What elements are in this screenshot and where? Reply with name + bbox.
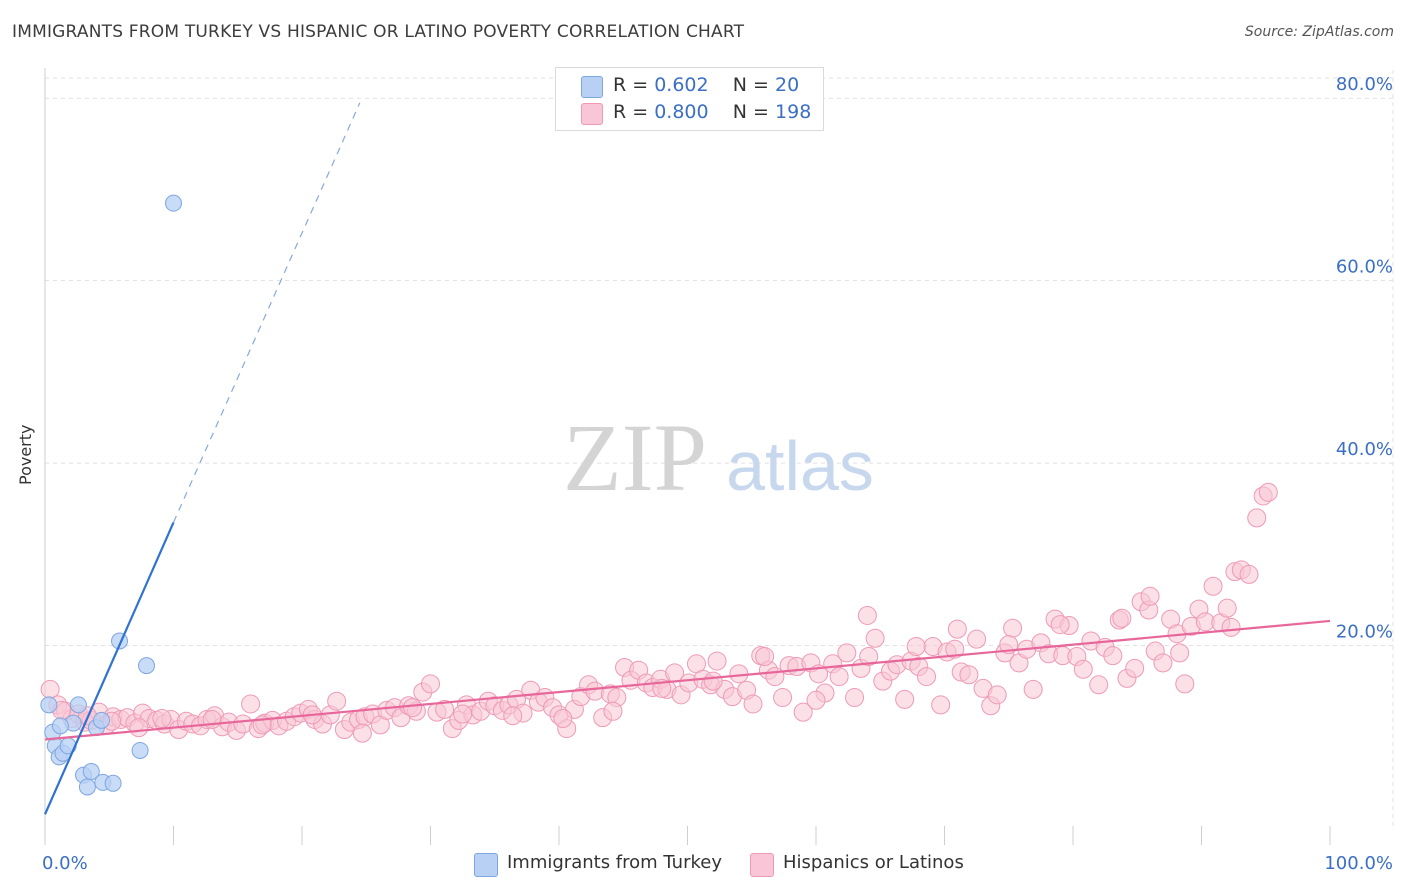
legend-r-label: R = (613, 74, 649, 96)
legend-swatch-turkey (581, 76, 603, 98)
data-point-turkey (69, 696, 87, 714)
data-point-hispanics (453, 704, 473, 724)
data-point-hispanics (1023, 679, 1043, 699)
data-point-hispanics (967, 629, 987, 649)
data-point-hispanics (755, 647, 775, 667)
y-tick-label: 60.0% (1336, 257, 1393, 278)
data-point-hispanics (1217, 598, 1237, 618)
data-point-hispanics (987, 685, 1007, 705)
data-point-turkey (138, 657, 156, 675)
data-point-hispanics (1125, 658, 1145, 678)
y-axis-label: Poverty (16, 424, 35, 486)
trend-line-turkey (43, 521, 175, 815)
data-point-hispanics (1170, 643, 1190, 663)
series-turkey-points (40, 194, 182, 796)
data-point-hispanics (895, 689, 915, 709)
data-point-turkey (51, 717, 69, 735)
data-point-turkey (165, 194, 182, 212)
data-point-hispanics (845, 688, 865, 708)
data-point-hispanics (585, 681, 605, 701)
x-tick-labels: 0.0% 100.0% (42, 853, 1393, 874)
y-tick-label: 40.0% (1336, 439, 1393, 460)
trend-lines (43, 102, 1331, 815)
data-point-hispanics (603, 701, 623, 721)
correlation-legend: R = 0.602 N = 20 R = 0.800 N = 198 (555, 67, 824, 131)
watermark: ZIP atlas (563, 404, 874, 511)
trend-line-hispanics (44, 619, 1331, 741)
trend-line-turkey-extension (172, 102, 361, 523)
source-label: Source: ZipAtlas.com (1244, 24, 1394, 40)
data-point-hispanics (1103, 646, 1123, 666)
data-point-hispanics (917, 667, 937, 687)
watermark-zip: ZIP (563, 404, 707, 511)
data-point-hispanics (829, 667, 849, 687)
data-point-hispanics (352, 723, 372, 743)
data-point-hispanics (1073, 659, 1093, 679)
legend-r-value: 0.800 (654, 101, 709, 123)
y-tick-label: 80.0% (1336, 74, 1393, 95)
data-point-hispanics (1050, 615, 1070, 635)
chart-title: IMMIGRANTS FROM TURKEY VS HISPANIC OR LA… (12, 22, 745, 42)
data-point-hispanics (945, 639, 965, 659)
data-point-hispanics (1247, 508, 1267, 528)
data-point-hispanics (959, 665, 979, 685)
data-point-hispanics (859, 647, 879, 667)
data-point-turkey (40, 696, 58, 714)
legend-label-turkey: Immigrants from Turkey (507, 852, 722, 873)
data-point-hispanics (1175, 674, 1195, 694)
data-point-hispanics (1203, 576, 1223, 596)
data-point-hispanics (553, 709, 573, 729)
data-point-hispanics (129, 718, 149, 738)
legend-n-value: 20 (775, 74, 800, 96)
y-tick-label: 20.0% (1336, 622, 1393, 643)
data-point-hispanics (865, 628, 885, 648)
data-point-hispanics (435, 699, 455, 719)
legend-swatch-hispanics (750, 853, 774, 877)
legend-swatch-hispanics (581, 103, 603, 125)
data-point-turkey (93, 711, 111, 729)
data-point-turkey (82, 762, 100, 780)
legend-label-hispanics: Hispanics or Latinos (783, 852, 964, 873)
data-point-hispanics (1003, 618, 1023, 638)
data-point-hispanics (743, 694, 763, 714)
legend-r-value: 0.602 (654, 74, 709, 96)
x-tick-label: 0.0% (42, 853, 88, 874)
y-tick-labels: 20.0% 40.0% 60.0% 80.0% (1336, 74, 1393, 642)
data-point-turkey (78, 778, 96, 796)
legend-n-label: N = (732, 74, 769, 96)
data-point-hispanics (906, 636, 926, 656)
legend-n-value: 198 (775, 101, 812, 123)
x-tick-label: 100.0% (1324, 853, 1393, 874)
series-hispanics-points (40, 482, 1278, 743)
data-point-hispanics (1221, 617, 1241, 637)
data-point-hispanics (241, 694, 261, 714)
data-point-hispanics (837, 643, 857, 663)
data-point-hispanics (806, 690, 826, 710)
data-point-hispanics (1089, 675, 1109, 695)
data-point-turkey (104, 774, 122, 792)
data-point-hispanics (421, 674, 440, 694)
data-point-hispanics (1153, 653, 1173, 673)
data-point-hispanics (931, 695, 951, 715)
data-point-hispanics (703, 671, 723, 691)
data-point-hispanics (1112, 608, 1132, 628)
data-point-hispanics (707, 651, 727, 671)
watermark-atlas: atlas (726, 427, 874, 505)
data-point-turkey (131, 741, 149, 759)
data-point-hispanics (403, 698, 423, 718)
data-point-hispanics (327, 691, 347, 711)
data-point-hispanics (793, 702, 813, 722)
data-point-hispanics (503, 706, 523, 726)
data-point-hispanics (947, 619, 967, 639)
legend-r-label: R = (613, 101, 649, 123)
data-point-hispanics (152, 709, 172, 729)
data-point-hispanics (1239, 564, 1259, 584)
legend-n-label: N = (732, 101, 769, 123)
legend-swatch-turkey (474, 853, 498, 877)
data-point-hispanics (773, 688, 793, 708)
data-point-hispanics (857, 605, 877, 625)
data-point-hispanics (1258, 482, 1278, 502)
data-point-hispanics (1140, 586, 1160, 606)
